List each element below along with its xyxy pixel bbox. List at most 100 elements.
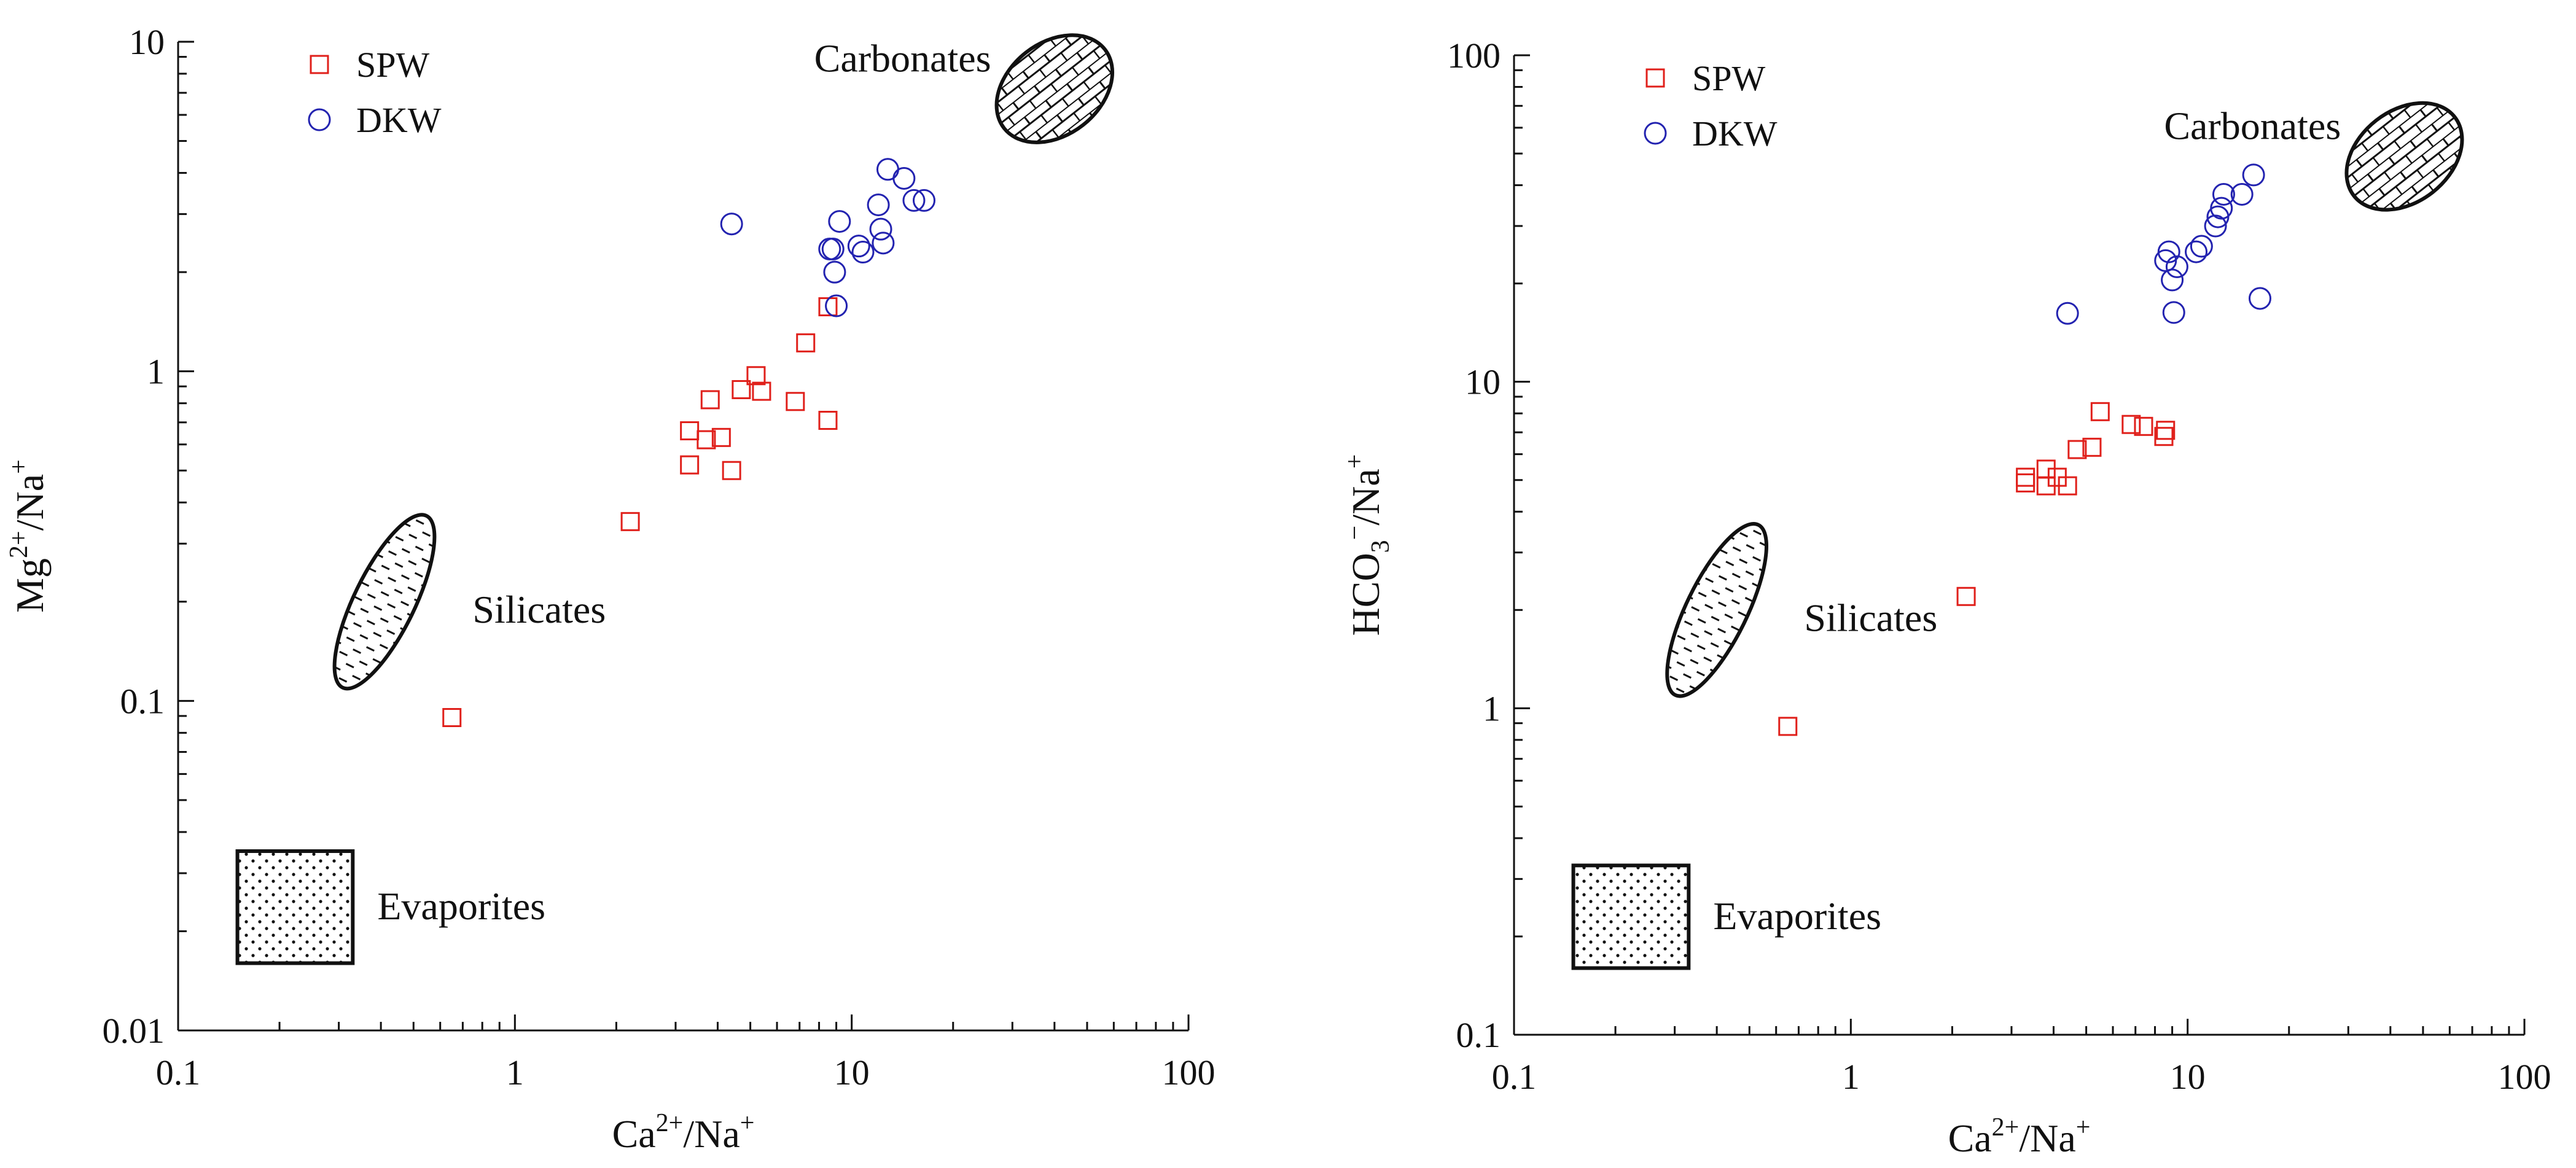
carbonates-field: [994, 33, 1115, 144]
data-point: [746, 366, 766, 386]
data-point: [2161, 268, 2184, 292]
y-tick-label: 100: [1447, 36, 1501, 76]
legend-label: SPW: [356, 45, 430, 85]
evaporites-label: Evaporites: [1713, 894, 1881, 938]
data-point: [867, 193, 890, 217]
silicates-label: Silicates: [1804, 596, 1937, 639]
x-axis-title-sup: +: [740, 1109, 755, 1137]
x-tick-label: 0.1: [1492, 1057, 1537, 1097]
data-point: [2204, 214, 2227, 238]
data-point: [2248, 287, 2271, 310]
data-point: [700, 390, 720, 410]
data-point: [818, 410, 838, 430]
data-point: [2056, 302, 2079, 325]
x-axis-title-mid: /Na: [683, 1112, 740, 1156]
data-point: [732, 380, 751, 399]
x-tick-label: 1: [1842, 1057, 1860, 1097]
y-tick-label: 0.1: [120, 681, 165, 721]
data-point: [2162, 301, 2185, 324]
y-tick-label: 10: [129, 22, 165, 62]
evaporites-field: [235, 849, 355, 965]
data-point: [2090, 402, 2110, 421]
carbonates-label: Carbonates: [2164, 104, 2341, 148]
data-point: [1778, 717, 1798, 736]
y-axis-title-sup: −: [1341, 526, 1369, 540]
data-point: [2165, 255, 2188, 278]
data-point: [796, 333, 816, 352]
data-point: [2154, 427, 2174, 446]
data-point: [2210, 197, 2233, 220]
data-point: [620, 512, 640, 531]
data-point: [892, 166, 916, 190]
x-tick-label: 0.1: [156, 1053, 201, 1092]
data-point: [2242, 163, 2265, 187]
data-point: [2082, 437, 2102, 457]
y-tick-label: 1: [1483, 688, 1501, 728]
data-point: [711, 427, 731, 447]
data-point: [2157, 240, 2180, 263]
y-tick-label: 10: [1465, 362, 1501, 402]
data-point: [828, 210, 851, 233]
data-point: [680, 421, 700, 441]
y-tick-label: 0.1: [1456, 1015, 1501, 1055]
x-tick-label: 10: [2170, 1057, 2206, 1097]
data-point: [2016, 473, 2035, 493]
y-axis-title-mid: /Na: [1344, 469, 1388, 525]
evaporites-field: [1571, 863, 1691, 970]
dkw-series: [720, 158, 935, 317]
y-axis-title-sub: 3: [1367, 540, 1395, 553]
data-point: [902, 189, 926, 212]
silicates-field: [332, 513, 437, 691]
spw-series: [1778, 402, 2176, 736]
y-axis-title-base: HCO: [1344, 553, 1388, 636]
data-point: [1956, 586, 1976, 606]
data-point: [876, 158, 899, 181]
carbonates-field: [2344, 101, 2464, 212]
legend-marker: [310, 55, 329, 74]
y-axis-title: HCO3−/Na+: [1341, 454, 1395, 636]
legend-label: DKW: [356, 100, 442, 140]
data-point: [2067, 440, 2087, 459]
x-tick-label: 100: [1162, 1053, 1216, 1092]
dkw-series: [2056, 163, 2271, 325]
hco3-na-vs-ca-na-panel: 0.1 1 10 1000.1110100Ca2+/Na+HCO3−/Na+Carbo…: [1341, 36, 2551, 1160]
data-point: [2212, 182, 2235, 206]
x-axis-title-base: Ca: [1948, 1116, 1992, 1160]
spw-series: [442, 297, 838, 727]
y-tick-label: 0.01: [103, 1011, 165, 1051]
data-point: [680, 455, 700, 475]
y-tick-label: 1: [147, 352, 165, 392]
data-point: [2190, 235, 2213, 258]
legend-label: DKW: [1692, 114, 1778, 154]
data-point: [720, 212, 743, 236]
silicates-field: [1665, 522, 1768, 698]
data-point: [2156, 421, 2176, 440]
data-point: [697, 430, 716, 450]
data-point: [2185, 240, 2208, 263]
carbonates-label: Carbonates: [814, 37, 991, 80]
x-axis-title-sup: 2+: [656, 1109, 684, 1137]
x-tick-label: 1: [506, 1053, 524, 1092]
data-point: [2058, 476, 2077, 496]
legend-marker: [1644, 122, 1667, 145]
data-point: [823, 260, 846, 284]
mg-na-vs-ca-na-panel: 0.1 1 10 1000.010.1110Ca2+/Na+Mg2+/Na+Carbo…: [5, 22, 1216, 1156]
data-point: [851, 241, 875, 264]
legend-marker: [1645, 68, 1665, 88]
data-point: [821, 238, 845, 261]
legend-label: SPW: [1692, 58, 1766, 98]
y-axis-title-sup: +: [1341, 454, 1369, 469]
y-axis-title: Mg2+/Na+: [5, 459, 52, 613]
x-axis-title: Ca2+/Na+: [612, 1109, 755, 1156]
data-point: [722, 461, 741, 480]
data-point: [786, 392, 805, 411]
data-point: [2016, 467, 2035, 487]
data-point: [847, 235, 870, 258]
y-axis-title-base: Mg: [8, 558, 52, 613]
silicates-label: Silicates: [472, 588, 606, 631]
x-axis-title-base: Ca: [612, 1112, 656, 1156]
evaporites-label: Evaporites: [377, 884, 545, 928]
data-point: [2134, 416, 2153, 436]
y-axis-title-mid: /Na: [8, 474, 52, 531]
